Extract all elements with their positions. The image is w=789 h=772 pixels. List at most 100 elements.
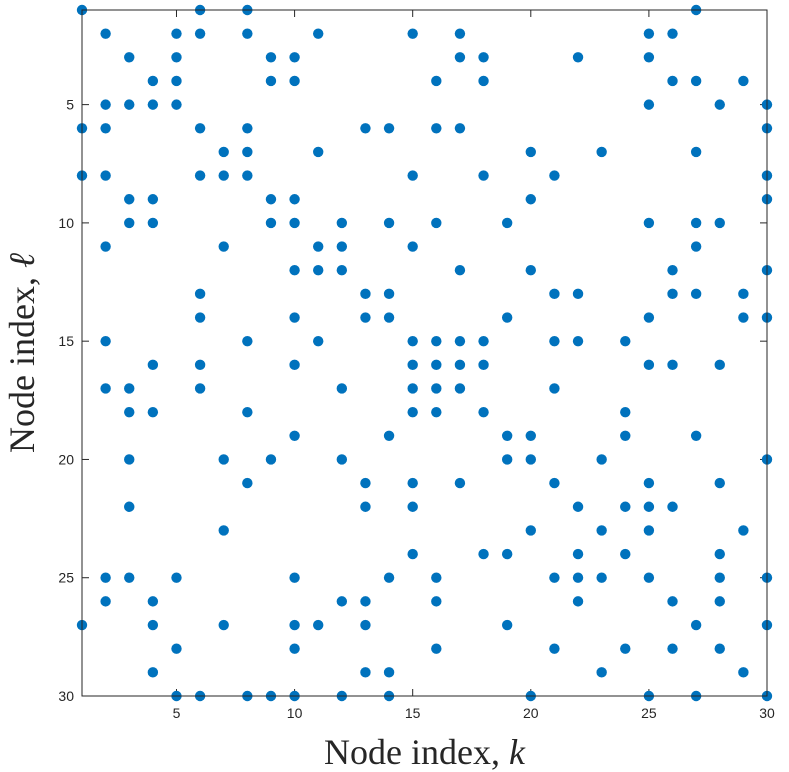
data-point <box>572 501 584 512</box>
y-tick-label: 30 <box>58 688 74 704</box>
data-point <box>738 312 749 323</box>
data-point <box>171 52 182 63</box>
data-point <box>407 359 418 371</box>
data-point <box>289 643 300 654</box>
data-point <box>100 123 111 134</box>
data-point <box>690 241 702 252</box>
data-point <box>667 75 678 87</box>
data-point <box>620 406 631 418</box>
data-point <box>478 170 489 181</box>
data-point <box>431 643 442 654</box>
data-point <box>643 525 655 536</box>
data-point <box>572 572 584 583</box>
data-point <box>667 359 678 371</box>
data-point <box>124 383 135 394</box>
data-point <box>100 383 111 394</box>
data-point <box>454 123 466 134</box>
data-point <box>360 596 371 607</box>
data-point <box>407 28 418 39</box>
data-point <box>242 170 253 181</box>
data-point <box>265 217 277 229</box>
x-axis-label: Node index, k <box>324 732 526 772</box>
data-point <box>360 288 371 300</box>
data-point <box>407 501 418 512</box>
data-point <box>171 28 182 39</box>
data-point <box>549 288 560 300</box>
data-point <box>383 312 395 323</box>
data-point <box>194 359 206 371</box>
data-point <box>289 430 300 441</box>
data-point <box>242 406 253 418</box>
data-point <box>596 146 607 158</box>
data-point <box>100 335 111 347</box>
data-point <box>620 643 631 654</box>
data-point <box>218 619 229 631</box>
data-point <box>478 335 489 347</box>
data-point <box>336 383 348 394</box>
data-points <box>76 4 773 702</box>
data-point <box>620 501 631 512</box>
data-point <box>714 548 725 560</box>
data-point <box>289 217 300 229</box>
y-axis-label: Node index, ℓ <box>2 253 42 453</box>
data-point <box>690 619 702 631</box>
data-point <box>454 335 466 347</box>
data-point <box>289 265 300 276</box>
data-point <box>407 335 418 347</box>
data-point <box>194 170 206 181</box>
y-axis-tick-labels: 5 10 15 20 25 30 <box>58 97 74 704</box>
data-point <box>407 477 418 489</box>
data-point <box>431 123 442 134</box>
data-point <box>313 241 324 252</box>
data-point <box>383 123 395 134</box>
data-point <box>171 643 182 654</box>
data-point <box>360 477 371 489</box>
data-point <box>596 525 607 536</box>
data-point <box>478 548 489 560</box>
data-point <box>596 667 607 678</box>
data-point <box>147 194 159 205</box>
data-point <box>100 99 111 110</box>
data-point <box>265 75 277 87</box>
data-point <box>336 217 348 229</box>
data-point <box>525 194 536 205</box>
data-point <box>100 572 111 583</box>
data-point <box>242 335 253 347</box>
data-point <box>525 265 536 276</box>
data-point <box>171 75 182 87</box>
data-point <box>549 477 560 489</box>
data-point <box>147 99 159 110</box>
data-point <box>407 548 418 560</box>
x-tick-label: 20 <box>523 705 539 721</box>
data-point <box>383 430 395 441</box>
data-point <box>265 52 277 63</box>
plot-area-frame <box>81 9 768 697</box>
data-point <box>124 194 135 205</box>
data-point <box>124 217 135 229</box>
data-point <box>690 146 702 158</box>
data-point <box>643 217 655 229</box>
data-point <box>501 619 513 631</box>
data-point <box>147 596 159 607</box>
data-point <box>643 99 655 110</box>
data-point <box>643 52 655 63</box>
data-point <box>289 52 300 63</box>
data-point <box>289 312 300 323</box>
data-point <box>100 170 111 181</box>
data-point <box>431 75 442 87</box>
data-point <box>147 217 159 229</box>
x-axis-ticks <box>175 10 768 696</box>
data-point <box>643 572 655 583</box>
data-point <box>549 335 560 347</box>
data-point <box>147 619 159 631</box>
data-point <box>147 75 159 87</box>
data-point <box>100 241 111 252</box>
data-point <box>313 146 324 158</box>
data-point <box>667 501 678 512</box>
data-point <box>738 667 749 678</box>
x-tick-label: 15 <box>405 705 421 721</box>
data-point <box>265 454 277 465</box>
data-point <box>407 241 418 252</box>
data-point <box>643 501 655 512</box>
data-point <box>194 288 206 300</box>
